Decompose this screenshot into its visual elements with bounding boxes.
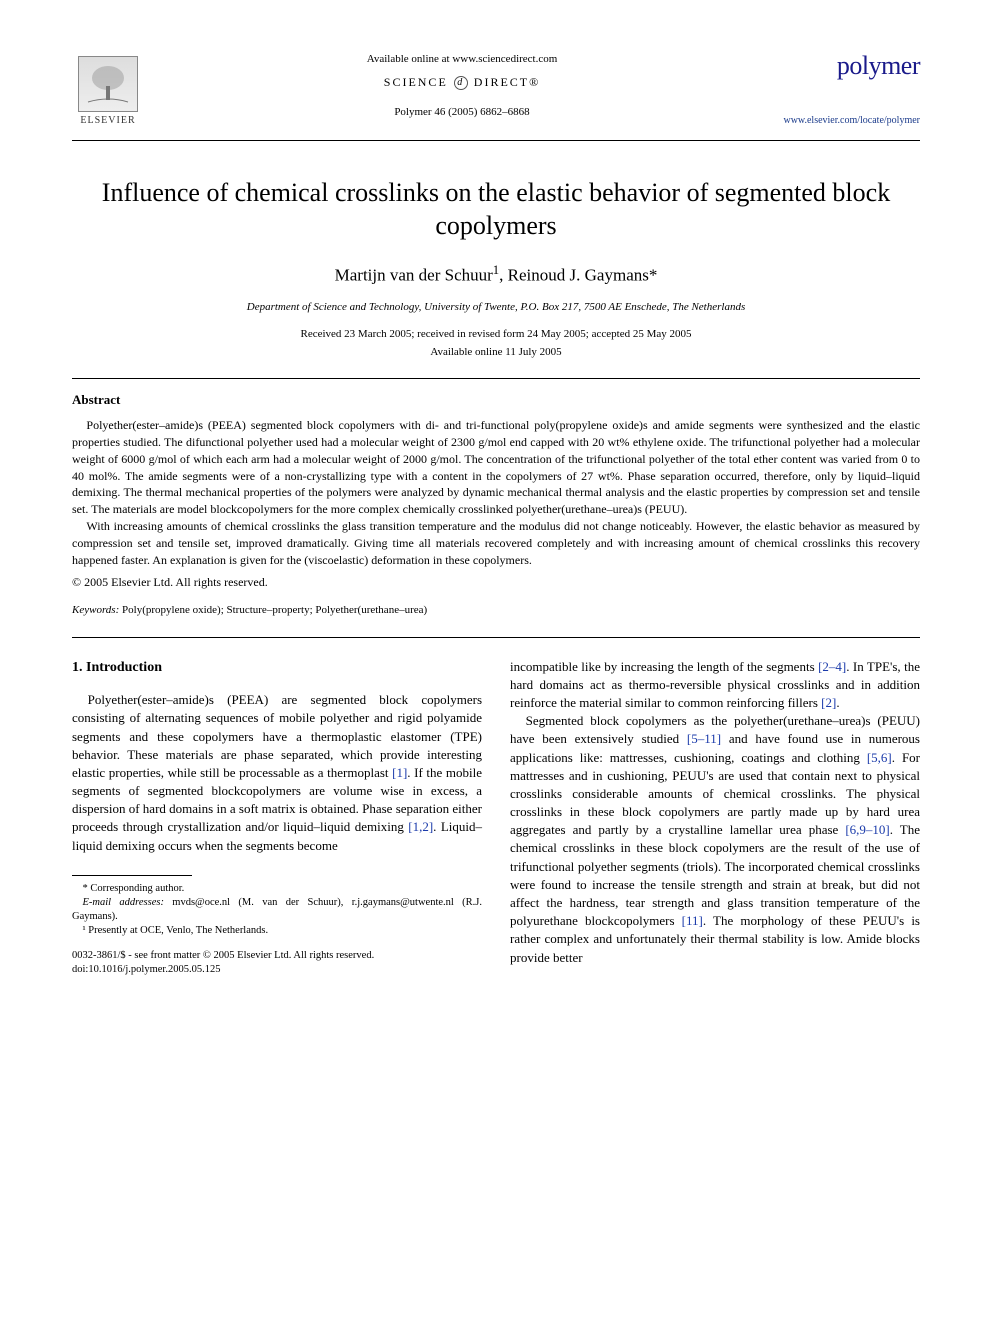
ref-2[interactable]: [2] bbox=[821, 695, 836, 710]
journal-url[interactable]: www.elsevier.com/locate/polymer bbox=[780, 114, 920, 128]
ref-2-4[interactable]: [2–4] bbox=[818, 659, 846, 674]
intro-heading: 1. Introduction bbox=[72, 658, 482, 678]
front-matter-line: 0032-3861/$ - see front matter © 2005 El… bbox=[72, 949, 482, 964]
footnotes: * Corresponding author. E-mail addresses… bbox=[72, 882, 482, 939]
intro-right-p1: incompatible like by increasing the leng… bbox=[510, 658, 920, 713]
sd-right: DIRECT® bbox=[474, 74, 540, 91]
elsevier-logo: ELSEVIER bbox=[72, 48, 144, 128]
footnote-1: ¹ Presently at OCE, Venlo, The Netherlan… bbox=[72, 924, 482, 938]
body-columns: 1. Introduction Polyether(ester–amide)s … bbox=[72, 658, 920, 978]
elsevier-tree-icon bbox=[78, 56, 138, 112]
page-container: ELSEVIER Available online at www.science… bbox=[0, 0, 992, 1018]
header-rule bbox=[72, 140, 920, 141]
intro-left-p1: Polyether(ester–amide)s (PEEA) are segme… bbox=[72, 691, 482, 855]
left-column: 1. Introduction Polyether(ester–amide)s … bbox=[72, 658, 482, 978]
keywords-text: Poly(propylene oxide); Structure–propert… bbox=[119, 604, 427, 616]
journal-logo-block: polymer www.elsevier.com/locate/polymer bbox=[780, 48, 920, 128]
footnote-separator bbox=[72, 875, 192, 876]
abstract-heading: Abstract bbox=[72, 391, 920, 409]
abstract-p1: Polyether(ester–amide)s (PEEA) segmented… bbox=[72, 417, 920, 518]
ref-5-11[interactable]: [5–11] bbox=[687, 731, 721, 746]
corresponding-author: * Corresponding author. bbox=[72, 882, 482, 896]
doi-line: doi:10.1016/j.polymer.2005.05.125 bbox=[72, 963, 482, 978]
ref-5-6[interactable]: [5,6] bbox=[867, 750, 892, 765]
journal-name: polymer bbox=[780, 48, 920, 84]
ref-11[interactable]: [11] bbox=[682, 913, 703, 928]
intro-right-p1a: incompatible like by increasing the leng… bbox=[510, 659, 818, 674]
ref-1[interactable]: [1] bbox=[392, 765, 407, 780]
keywords-label: Keywords: bbox=[72, 604, 119, 616]
abstract-body: Polyether(ester–amide)s (PEEA) segmented… bbox=[72, 417, 920, 568]
corr-mark: * bbox=[649, 266, 658, 285]
center-header: Available online at www.sciencedirect.co… bbox=[144, 48, 780, 121]
tree-icon bbox=[84, 62, 132, 106]
intro-right-p1c: . bbox=[836, 695, 839, 710]
sd-swirl-icon: d bbox=[454, 76, 468, 90]
intro-right-p2: Segmented block copolymers as the polyet… bbox=[510, 712, 920, 967]
sd-left: SCIENCE bbox=[384, 74, 448, 91]
ref-6-9-10[interactable]: [6,9–10] bbox=[845, 822, 889, 837]
affiliation: Department of Science and Technology, Un… bbox=[72, 300, 920, 315]
email-line: E-mail addresses: mvds@oce.nl (M. van de… bbox=[72, 896, 482, 924]
abstract-rule-top bbox=[72, 378, 920, 379]
science-direct-logo: SCIENCE d DIRECT® bbox=[384, 74, 540, 91]
email-label: E-mail addresses: bbox=[83, 897, 164, 908]
author-1: Martijn van der Schuur bbox=[335, 266, 493, 285]
abstract-rule-bottom bbox=[72, 637, 920, 638]
date-line-1: Received 23 March 2005; received in revi… bbox=[72, 327, 920, 342]
right-column: incompatible like by increasing the leng… bbox=[510, 658, 920, 978]
available-online-text: Available online at www.sciencedirect.co… bbox=[144, 52, 780, 67]
abstract-copyright: © 2005 Elsevier Ltd. All rights reserved… bbox=[72, 574, 920, 591]
date-line-2: Available online 11 July 2005 bbox=[72, 345, 920, 360]
abstract-p2: With increasing amounts of chemical cros… bbox=[72, 518, 920, 568]
ref-1-2[interactable]: [1,2] bbox=[408, 819, 433, 834]
article-title: Influence of chemical crosslinks on the … bbox=[72, 177, 920, 242]
journal-reference: Polymer 46 (2005) 6862–6868 bbox=[144, 105, 780, 120]
author-sep: , Reinoud J. Gaymans bbox=[499, 266, 649, 285]
copyright-block: 0032-3861/$ - see front matter © 2005 El… bbox=[72, 949, 482, 978]
keywords-line: Keywords: Poly(propylene oxide); Structu… bbox=[72, 603, 920, 618]
elsevier-label: ELSEVIER bbox=[80, 114, 135, 128]
authors-line: Martijn van der Schuur1, Reinoud J. Gaym… bbox=[72, 262, 920, 287]
header-row: ELSEVIER Available online at www.science… bbox=[72, 48, 920, 128]
